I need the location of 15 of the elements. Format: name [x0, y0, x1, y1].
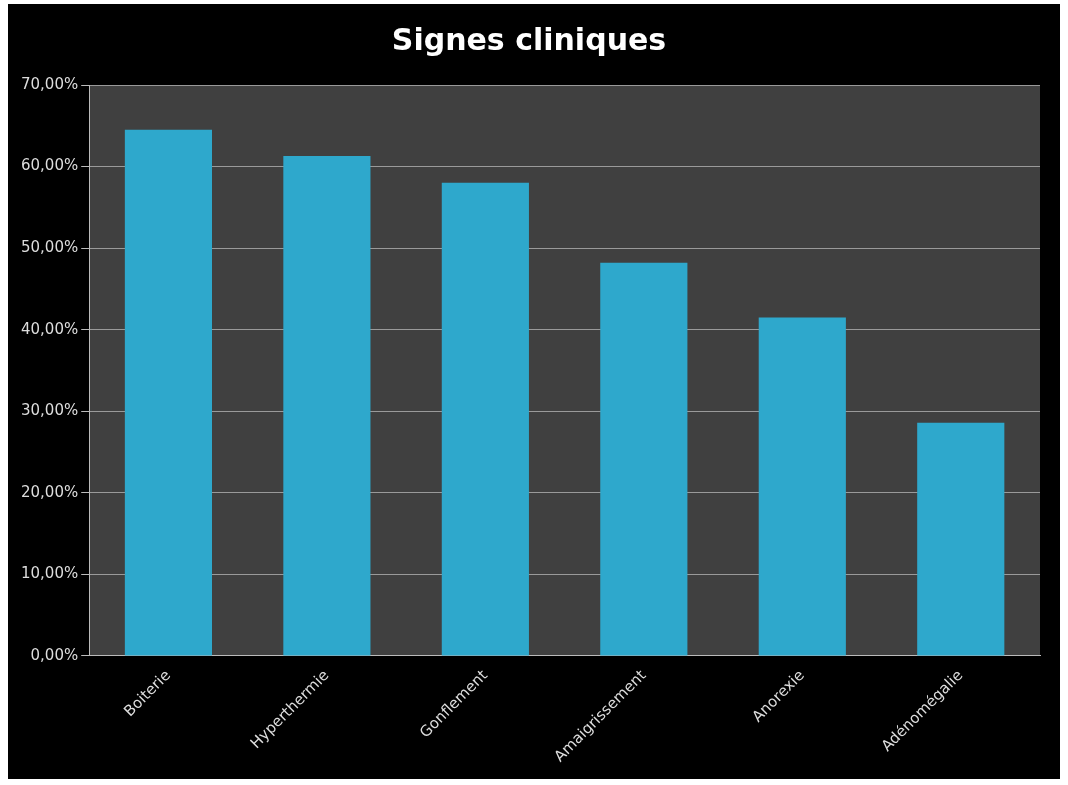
y-tick-label: 50,00% [20, 238, 79, 256]
bar [441, 182, 529, 656]
y-tick-label: 0,00% [30, 645, 79, 664]
chart-title: Signes cliniques [391, 21, 667, 57]
bar [283, 155, 371, 656]
y-tick-label: 60,00% [20, 156, 79, 175]
y-tick-label: 70,00% [20, 74, 79, 93]
y-tick-label: 20,00% [20, 482, 79, 501]
y-tick-label: 10,00% [20, 564, 79, 583]
bar [758, 317, 846, 656]
bar [600, 262, 688, 656]
y-tick-label: 30,00% [20, 401, 79, 420]
bar [917, 422, 1005, 656]
bar [124, 129, 213, 656]
y-tick-label: 40,00% [20, 319, 79, 338]
